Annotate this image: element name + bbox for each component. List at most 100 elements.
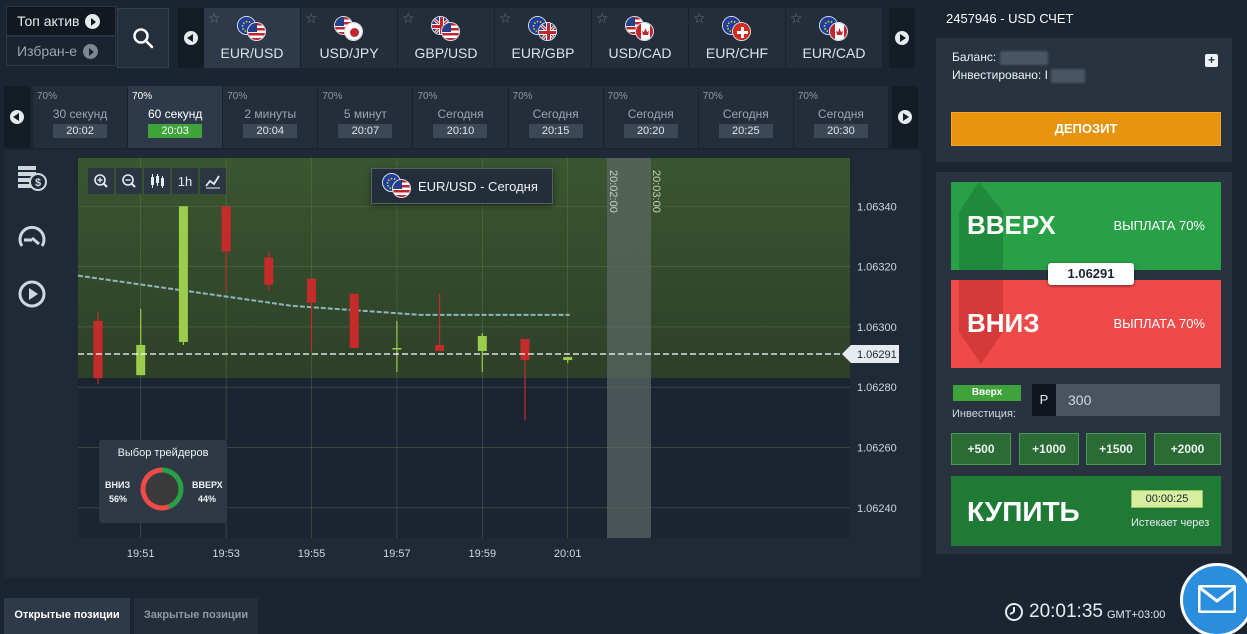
traders-donut — [140, 467, 184, 511]
candle-body — [136, 344, 146, 376]
clock-time: 20:01:35 — [1029, 601, 1103, 622]
asset-tab-eur-cad[interactable]: ☆ EUR/CAD — [786, 8, 883, 68]
expiry-tab[interactable]: 70% Сегодня 20:10 — [413, 86, 509, 148]
asset-tabs: ☆ EUR/USD ☆ USD/JPY ☆ GBP/USD ☆ EUR/GBP ☆ USD/CAD… — [204, 8, 888, 68]
server-clock: 20:01:35 GMT+03:00 — [1004, 600, 1165, 624]
asset-tab-eur-chf[interactable]: ☆ EUR/CHF — [689, 8, 786, 68]
favorite-star-icon[interactable]: ☆ — [305, 10, 318, 26]
quick-amount-500-button[interactable]: +500 — [951, 433, 1011, 465]
assets-next-button[interactable] — [889, 8, 915, 68]
candle-body — [349, 293, 359, 348]
up-label: ВВЕРХ — [967, 210, 1056, 240]
currency-prefix: P — [1032, 384, 1056, 416]
closed-positions-tab[interactable]: Закрытые позиции — [134, 598, 258, 634]
favorite-star-icon[interactable]: ☆ — [402, 10, 415, 26]
expiry-time: 20:03 — [148, 124, 203, 138]
asset-name: GBP/USD — [414, 45, 478, 61]
expiry-time: 20:25 — [718, 124, 773, 138]
candle-body — [520, 338, 530, 361]
traders-down-pct: 56% — [109, 494, 128, 504]
favorite-star-icon[interactable]: ☆ — [208, 10, 221, 26]
currency-flags-icon — [237, 16, 267, 41]
currency-flags-icon — [722, 16, 752, 41]
deposit-button[interactable]: ДЕПОЗИТ — [951, 112, 1221, 146]
quick-amount-2000-button[interactable]: +2000 — [1154, 433, 1221, 465]
quick-amount-1000-button[interactable]: +1000 — [1019, 433, 1079, 465]
favorite-star-icon[interactable]: ☆ — [693, 10, 706, 26]
clock-zone: GMT+03:00 — [1106, 608, 1166, 621]
mail-icon — [1198, 585, 1236, 613]
quick-amount-1500-button[interactable]: +1500 — [1086, 433, 1146, 465]
speedometer-icon[interactable] — [16, 220, 48, 252]
assets-prev-button[interactable] — [178, 8, 204, 68]
expiry-payout: 70% — [322, 91, 343, 102]
asset-name: EUR/USD — [220, 45, 284, 61]
top-assets-label: Топ актив — [17, 13, 80, 29]
expiry-label: Сегодня — [532, 107, 579, 121]
expiry-timer: 00:00:25 — [1131, 490, 1203, 508]
chevron-right-icon — [895, 31, 909, 45]
currency-flags-icon — [431, 16, 461, 41]
favorite-star-icon[interactable]: ☆ — [790, 10, 803, 26]
favorite-star-icon[interactable]: ☆ — [499, 10, 512, 26]
expiry-label: Сегодня — [817, 107, 864, 121]
down-payout: ВЫПЛАТА 70% — [1113, 316, 1205, 331]
chart-asset-badge[interactable]: EUR/USD - Сегодня — [371, 168, 553, 204]
search-button[interactable] — [117, 8, 169, 68]
expiry-tab[interactable]: 70% 2 минуты 20:04 — [223, 86, 319, 148]
expiry-next-button[interactable] — [892, 86, 918, 148]
chart-toolbar: 1h — [88, 168, 226, 194]
account-title: 2457946 - USD СЧЕТ — [946, 11, 1074, 26]
buy-button[interactable]: КУПИТЬ 00:00:25 Истекает через — [951, 476, 1221, 546]
support-mail-button[interactable] — [1180, 563, 1247, 634]
currency-flags-icon — [819, 16, 849, 41]
currency-flags-icon — [625, 16, 655, 41]
current-price-tag-label: 1.06291 — [857, 349, 897, 361]
expiry-time: 20:15 — [528, 124, 583, 138]
expiry-tab[interactable]: 70% Сегодня 20:20 — [603, 86, 699, 148]
asset-name: EUR/CAD — [802, 45, 866, 61]
x-tick-label: 19:59 — [469, 548, 497, 560]
play-circle-icon[interactable] — [16, 278, 48, 310]
plus-button[interactable]: + — [1205, 54, 1218, 67]
expiry-payout: 70% — [417, 91, 438, 102]
expiry-tab[interactable]: 70% Сегодня 20:30 — [793, 86, 889, 148]
expiry-tab[interactable]: 70% Сегодня 20:25 — [698, 86, 794, 148]
open-positions-tab[interactable]: Открытые позиции — [4, 598, 130, 634]
zoom-in-button[interactable] — [88, 168, 114, 194]
asset-tab-usd-cad[interactable]: ☆ USD/CAD — [592, 8, 689, 68]
clock-icon — [1005, 603, 1023, 621]
current-price-line: 1.06291 — [78, 345, 899, 364]
price-chart[interactable]: 20:02:00 20:03:00 1.06340 1.06320 1.06300 1… — [61, 150, 921, 578]
expiry-tab[interactable]: 70% 5 минут 20:07 — [318, 86, 414, 148]
coins-stack-icon[interactable]: $ — [16, 162, 48, 194]
play-arrow-icon — [83, 43, 99, 59]
candles-button[interactable] — [144, 168, 170, 194]
call-up-button[interactable]: ВВЕРХ ВЫПЛАТА 70% — [951, 182, 1221, 270]
expiry-tab[interactable]: 70% Сегодня 20:15 — [508, 86, 604, 148]
favorites-button[interactable]: Избран-е — [6, 36, 116, 66]
candle-body — [563, 357, 573, 361]
top-assets-button[interactable]: Топ актив — [6, 6, 116, 36]
down-label: ВНИЗ — [967, 308, 1040, 338]
favorite-star-icon[interactable]: ☆ — [596, 10, 609, 26]
expiry-tab[interactable]: 70% 60 секунд 20:03 — [128, 86, 224, 148]
expiry-tab[interactable]: 70% 30 секунд 20:02 — [33, 86, 129, 148]
expiry-payout: 70% — [132, 91, 153, 102]
timeframe-button[interactable]: 1h — [172, 168, 198, 194]
asset-tab-gbp-usd[interactable]: ☆ GBP/USD — [398, 8, 495, 68]
expiry-time: 20:02 — [53, 124, 108, 138]
asset-tab-eur-gbp[interactable]: ☆ EUR/GBP — [495, 8, 592, 68]
chart-type-button[interactable] — [200, 168, 226, 194]
zoom-out-button[interactable] — [116, 168, 142, 194]
expiry-label: Сегодня — [437, 107, 484, 121]
asset-name: EUR/CHF — [705, 45, 769, 61]
chart-asset-label: EUR/USD - Сегодня — [418, 178, 538, 194]
investment-amount-input[interactable] — [1056, 384, 1220, 416]
expiry-prev-button[interactable] — [4, 86, 30, 148]
purchase-deadline-label: 20:02:00 — [607, 170, 619, 213]
asset-tab-eur-usd[interactable]: ☆ EUR/USD — [204, 8, 301, 68]
put-down-button[interactable]: ВНИЗ ВЫПЛАТА 70% — [951, 280, 1221, 368]
us-flag-icon — [392, 179, 411, 198]
asset-tab-usd-jpy[interactable]: ☆ USD/JPY — [301, 8, 398, 68]
